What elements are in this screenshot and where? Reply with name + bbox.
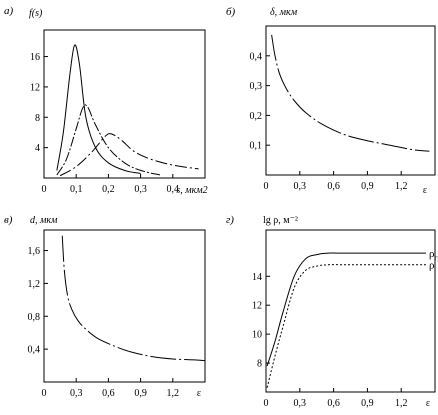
plot-frame [43, 229, 206, 383]
y-axis-label: d, мкм [30, 215, 58, 226]
x-axis-label: s, мкм2 [176, 185, 207, 196]
y-axis-label: lg ρ, м⁻² [263, 215, 298, 226]
x-tick-label: 1,2 [395, 181, 408, 192]
chart-panel-1: 0 0,1 0,2 0,3 0,4 4 8 12 16 а) f(s) s, мкм2 [4, 5, 208, 196]
x-tick-label: 0,3 [134, 184, 147, 195]
x-tick-label: 0,6 [327, 181, 340, 192]
series-line-1 [271, 34, 430, 152]
y-tick-label: 12 [252, 301, 262, 312]
x-tick-label: 0,6 [327, 398, 340, 409]
series-line-2 [56, 104, 161, 176]
y-tick-label: 0,8 [28, 312, 41, 323]
chart-panel-4: 0 0,3 0,6 0,9 1,2 8 10 12 14 г) lg ρ, м⁻² ε ρгрρ [226, 214, 438, 409]
y-tick-label: 10 [252, 330, 262, 341]
x-tick-label: 0,9 [361, 181, 374, 192]
y-tick-label: 0,3 [250, 81, 263, 92]
panel-label: а) [4, 5, 14, 17]
x-tick-label: 0 [42, 184, 47, 195]
plot-frame [43, 29, 206, 179]
y-tick-label: 1,2 [28, 279, 41, 290]
x-tick-label: 0,9 [361, 398, 374, 409]
x-axis-label: ε [423, 185, 427, 196]
series-label: ρгр [429, 248, 438, 262]
x-tick-label: 0,4 [167, 184, 180, 195]
chart-panel-3: 0 0,3 0,6 0,9 1,2 0,4 0,8 1,2 1,6 в) d, мкм ε [4, 214, 206, 399]
series-line-1 [266, 252, 426, 367]
y-tick-label: 0,4 [250, 51, 263, 62]
y-tick-label: 4 [35, 143, 40, 154]
chart-panel-2: 0 0,3 0,6 0,9 1,2 0,1 0,2 0,3 0,4 б) δ, мкм ε [226, 6, 436, 196]
x-tick-label: 0,3 [294, 181, 307, 192]
plot-frame [265, 25, 436, 176]
y-tick-label: 0,4 [28, 345, 41, 356]
y-tick-label: 8 [257, 359, 262, 370]
series-label: ρ [429, 260, 435, 272]
panel-label: г) [226, 214, 234, 226]
x-tick-label: 0,6 [102, 388, 115, 399]
y-tick-label: 0,1 [250, 141, 263, 152]
x-tick-label: 0,3 [294, 398, 307, 409]
y-tick-label: 12 [30, 82, 40, 93]
x-tick-label: 0 [42, 388, 47, 399]
series-line-3 [59, 133, 199, 177]
x-tick-label: 0,2 [102, 184, 115, 195]
panel-label: в) [4, 214, 13, 226]
x-tick-label: 1,2 [167, 388, 180, 399]
x-tick-label: 0,3 [70, 388, 83, 399]
x-tick-label: 0 [264, 398, 269, 409]
x-axis-label: ε [197, 388, 201, 399]
x-axis-label: ε [426, 398, 430, 409]
plot-frame [265, 229, 436, 393]
y-tick-label: 14 [252, 272, 262, 283]
y-tick-label: 0,2 [250, 111, 263, 122]
x-tick-label: 0,1 [70, 184, 83, 195]
series-line-1 [61, 235, 206, 362]
panel-label: б) [226, 6, 236, 18]
series-line-2 [266, 264, 426, 388]
x-tick-label: 0,9 [134, 388, 147, 399]
x-tick-label: 0 [264, 181, 269, 192]
series-line-1 [56, 44, 141, 174]
y-axis-label: δ, мкм [270, 7, 298, 18]
y-tick-label: 8 [35, 113, 40, 124]
y-axis-label: f(s) [29, 8, 43, 19]
x-tick-label: 1,2 [395, 398, 408, 409]
y-tick-label: 1,6 [28, 246, 41, 257]
y-tick-label: 16 [30, 52, 40, 63]
